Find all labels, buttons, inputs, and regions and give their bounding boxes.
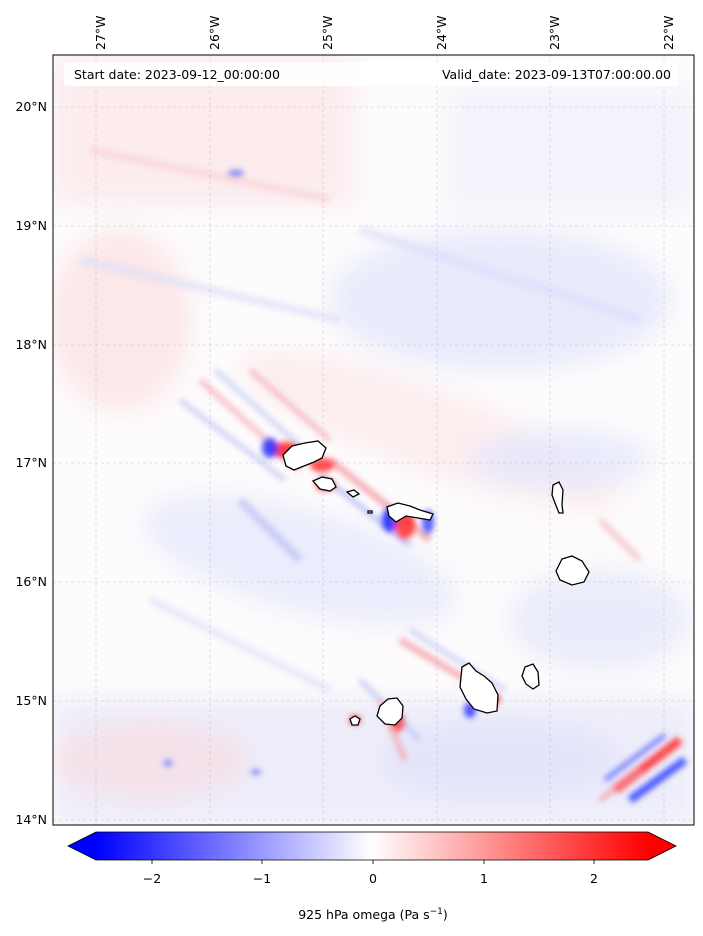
colorbar-gradient <box>96 832 648 860</box>
island-sal <box>551 481 564 514</box>
colorbar-extend-max <box>648 832 676 860</box>
colorbar-title-close: ) <box>443 907 448 922</box>
lat-label-16n: 16°N <box>15 574 47 589</box>
map-panel: Start date: 2023-09-12_00:00:00 Valid_da… <box>53 55 694 825</box>
colorbar-title-main: 925 hPa omega (Pa s <box>298 907 429 922</box>
colorbar-tick-0: 0 <box>369 871 377 886</box>
island-santo-antao <box>282 440 327 471</box>
lat-label-19n: 19°N <box>15 218 47 233</box>
map-frame <box>52 54 695 826</box>
lat-label-18n: 18°N <box>15 337 47 352</box>
island-brava <box>349 715 361 726</box>
island-santa-luzia <box>345 489 361 498</box>
lat-label-17n: 17°N <box>15 455 47 470</box>
lon-label-25w: 25°W <box>320 15 335 50</box>
island-santiago <box>459 662 499 714</box>
valid-date-label: Valid_date: 2023-09-13T07:00:00.00 <box>442 67 671 82</box>
island-sao-vicente <box>311 476 337 492</box>
colorbar: −2 −1 0 1 2 925 hPa omega (Pa s−1) <box>67 831 677 922</box>
island-sao-nicolau <box>386 502 434 523</box>
start-date-label: Start date: 2023-09-12_00:00:00 <box>74 67 280 82</box>
lon-label-26w: 26°W <box>207 15 222 50</box>
colorbar-outline <box>67 831 677 861</box>
island-fogo <box>376 697 404 726</box>
island-islet <box>367 510 373 514</box>
lon-label-27w: 27°W <box>93 15 108 50</box>
colorbar-extend-min <box>68 832 96 860</box>
colorbar-tick-1: 1 <box>480 871 488 886</box>
island-boa-vista <box>555 555 590 586</box>
island-maio <box>521 663 540 690</box>
latitude-labels: 20°N 19°N 18°N 17°N 16°N 15°N 14°N <box>15 99 47 827</box>
lon-label-23w: 23°W <box>547 15 562 50</box>
lon-label-22w: 22°W <box>661 15 676 50</box>
longitude-labels: 27°W 26°W 25°W 24°W 23°W 22°W <box>93 15 676 50</box>
info-bar <box>64 62 678 86</box>
colorbar-tick-neg1: −1 <box>253 871 271 886</box>
colorbar-title-exponent: −1 <box>430 907 443 917</box>
colorbar-title: 925 hPa omega (Pa s−1) <box>298 907 448 922</box>
colorbar-ticks <box>151 860 595 864</box>
coastlines <box>282 440 590 726</box>
lat-label-15n: 15°N <box>15 693 47 708</box>
lat-label-14n: 14°N <box>15 812 47 827</box>
lat-label-20n: 20°N <box>15 99 47 114</box>
colorbar-tick-2: 2 <box>590 871 598 886</box>
colorbar-tick-neg2: −2 <box>143 871 161 886</box>
graticule <box>53 55 694 825</box>
lon-label-24w: 24°W <box>434 15 449 50</box>
